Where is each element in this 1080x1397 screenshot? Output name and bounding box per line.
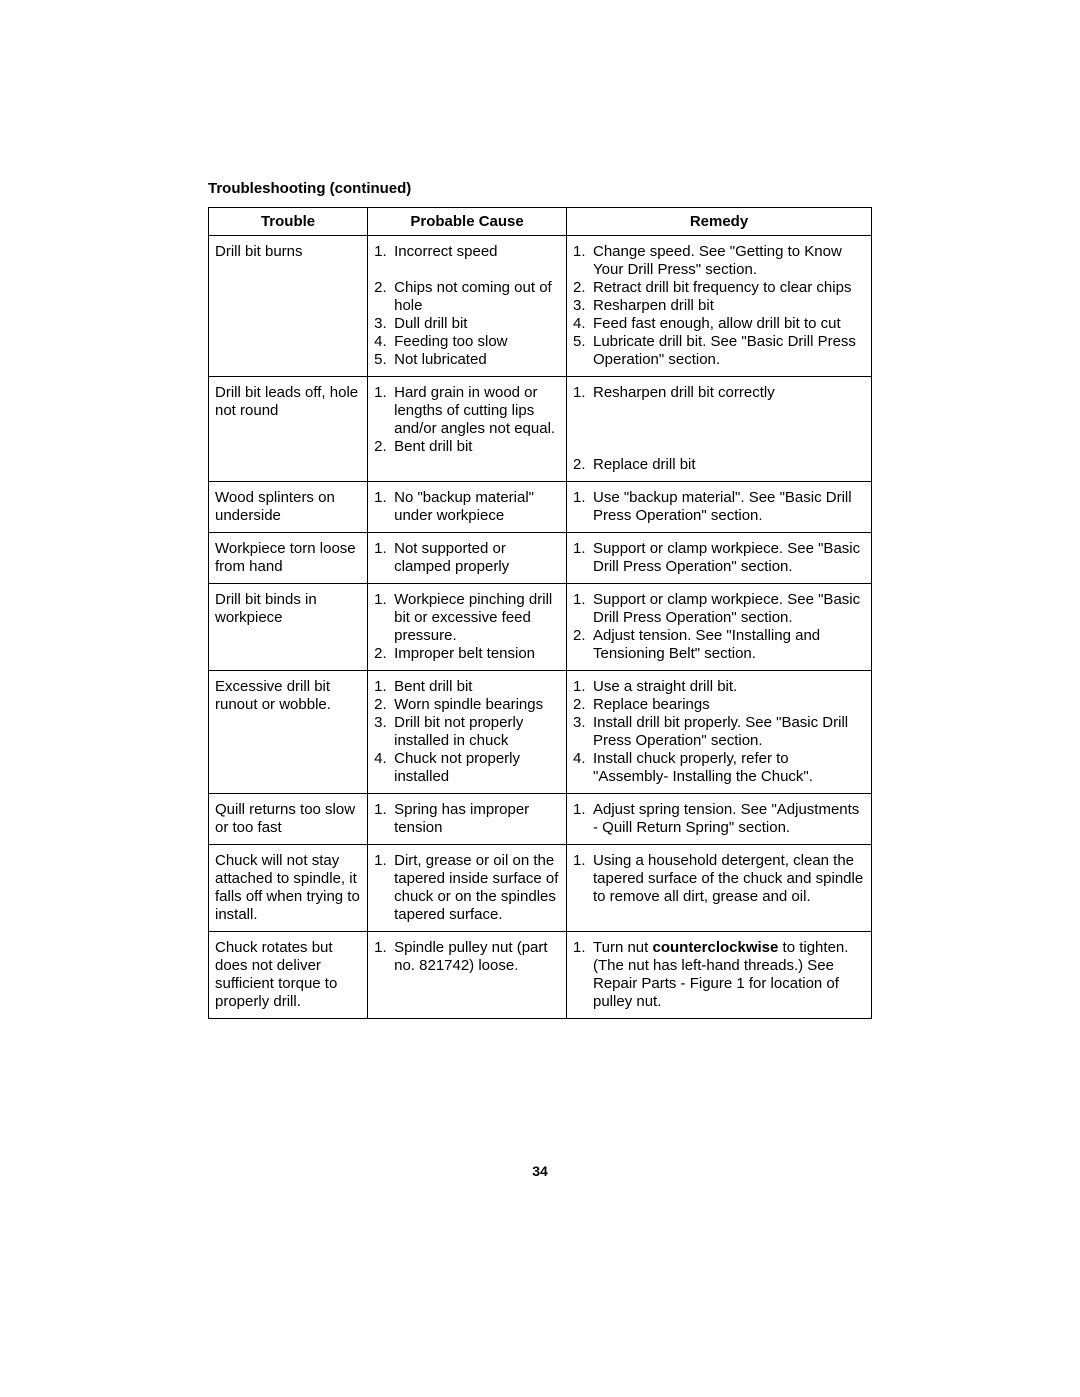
- remedy-cell: Use "backup material". See "Basic Drill …: [567, 482, 872, 533]
- cause-item: Dirt, grease or oil on the tapered insid…: [374, 852, 562, 924]
- cause-item: Drill bit not properly installed in chuc…: [374, 714, 562, 750]
- remedy-item: Adjust spring tension. See "Adjustments …: [573, 801, 867, 837]
- table-row: Chuck rotates but does not deliver suffi…: [209, 932, 872, 1019]
- cause-item: Dull drill bit: [374, 315, 562, 333]
- remedy-item: Resharpen drill bit: [573, 297, 867, 315]
- table-row: Wood splinters on undersideNo "backup ma…: [209, 482, 872, 533]
- remedy-cell: Turn nut counterclockwise to tighten. (T…: [567, 932, 872, 1019]
- table-row: Quill returns too slow or too fastSpring…: [209, 794, 872, 845]
- cause-item: Workpiece pinching drill bit or excessiv…: [374, 591, 562, 645]
- table-row: Drill bit binds in workpieceWorkpiece pi…: [209, 584, 872, 671]
- header-remedy: Remedy: [567, 208, 872, 236]
- table-row: Drill bit leads off, hole not roundHard …: [209, 377, 872, 482]
- remedy-item: Install chuck properly, refer to "Assemb…: [573, 750, 867, 786]
- remedy-item: Turn nut counterclockwise to tighten. (T…: [573, 939, 867, 1011]
- cause-item: Improper belt tension: [374, 645, 562, 663]
- cause-cell: Not supported or clamped properly: [368, 533, 567, 584]
- cause-item: No "backup material" under workpiece: [374, 489, 562, 525]
- trouble-cell: Chuck rotates but does not deliver suffi…: [209, 932, 368, 1019]
- remedy-cell: Adjust spring tension. See "Adjustments …: [567, 794, 872, 845]
- header-cause: Probable Cause: [368, 208, 567, 236]
- remedy-item: Lubricate drill bit. See "Basic Drill Pr…: [573, 333, 867, 369]
- cause-cell: Bent drill bitWorn spindle bearingsDrill…: [368, 671, 567, 794]
- remedy-cell: Support or clamp workpiece. See "Basic D…: [567, 584, 872, 671]
- trouble-cell: Quill returns too slow or too fast: [209, 794, 368, 845]
- cause-cell: Spring has improper tension: [368, 794, 567, 845]
- cause-cell: Hard grain in wood or lengths of cutting…: [368, 377, 567, 482]
- remedy-item: Support or clamp workpiece. See "Basic D…: [573, 591, 867, 627]
- remedy-item: Install drill bit properly. See "Basic D…: [573, 714, 867, 750]
- remedy-item: Change speed. See "Getting to Know Your …: [573, 243, 867, 279]
- cause-item: Hard grain in wood or lengths of cutting…: [374, 384, 562, 438]
- cause-item: Bent drill bit: [374, 678, 562, 696]
- table-row: Chuck will not stay attached to spindle,…: [209, 845, 872, 932]
- cause-item: Spindle pulley nut (part no. 821742) loo…: [374, 939, 562, 975]
- cause-cell: Spindle pulley nut (part no. 821742) loo…: [368, 932, 567, 1019]
- table-row: Drill bit burns Incorrect speed Chips not …: [209, 236, 872, 377]
- troubleshooting-table: Trouble Probable Cause Remedy Drill bit …: [208, 207, 872, 1019]
- remedy-cell: Change speed. See "Getting to Know Your …: [567, 236, 872, 377]
- cause-item: Spring has improper tension: [374, 801, 562, 837]
- trouble-cell: Workpiece torn loose from hand: [209, 533, 368, 584]
- remedy-item: Use a straight drill bit.: [573, 678, 867, 696]
- trouble-cell: Wood splinters on underside: [209, 482, 368, 533]
- cause-cell: Dirt, grease or oil on the tapered insid…: [368, 845, 567, 932]
- remedy-item: Adjust tension. See "Installing and Tens…: [573, 627, 867, 663]
- section-title: Troubleshooting (continued): [208, 180, 872, 197]
- trouble-cell: Drill bit leads off, hole not round: [209, 377, 368, 482]
- trouble-cell: Drill bit burns: [209, 236, 368, 377]
- remedy-cell: Use a straight drill bit.Replace bearing…: [567, 671, 872, 794]
- cause-item: Chuck not properly installed: [374, 750, 562, 786]
- cause-item: Worn spindle bearings: [374, 696, 562, 714]
- trouble-cell: Chuck will not stay attached to spindle,…: [209, 845, 368, 932]
- trouble-cell: Drill bit binds in workpiece: [209, 584, 368, 671]
- remedy-item: Use "backup material". See "Basic Drill …: [573, 489, 867, 525]
- cause-cell: Incorrect speed Chips not coming out of h…: [368, 236, 567, 377]
- remedy-cell: Using a household detergent, clean the t…: [567, 845, 872, 932]
- header-trouble: Trouble: [209, 208, 368, 236]
- cause-cell: No "backup material" under workpiece: [368, 482, 567, 533]
- remedy-item: Retract drill bit frequency to clear chi…: [573, 279, 867, 297]
- cause-cell: Workpiece pinching drill bit or excessiv…: [368, 584, 567, 671]
- cause-item: Chips not coming out of hole: [374, 279, 562, 315]
- remedy-item: Replace bearings: [573, 696, 867, 714]
- cause-item: Not supported or clamped properly: [374, 540, 562, 576]
- cause-item: Bent drill bit: [374, 438, 562, 456]
- table-row: Excessive drill bit runout or wobble.Ben…: [209, 671, 872, 794]
- page-number: 34: [0, 1163, 1080, 1179]
- table-header-row: Trouble Probable Cause Remedy: [209, 208, 872, 236]
- remedy-item: Replace drill bit: [573, 456, 867, 474]
- remedy-item: Support or clamp workpiece. See "Basic D…: [573, 540, 867, 576]
- table-row: Workpiece torn loose from handNot suppor…: [209, 533, 872, 584]
- cause-item: Incorrect speed: [374, 243, 562, 261]
- remedy-cell: Resharpen drill bit correctly Replace dri…: [567, 377, 872, 482]
- remedy-cell: Support or clamp workpiece. See "Basic D…: [567, 533, 872, 584]
- cause-item: Feeding too slow: [374, 333, 562, 351]
- cause-item: Not lubricated: [374, 351, 562, 369]
- remedy-item: Resharpen drill bit correctly: [573, 384, 867, 402]
- trouble-cell: Excessive drill bit runout or wobble.: [209, 671, 368, 794]
- remedy-item: Feed fast enough, allow drill bit to cut: [573, 315, 867, 333]
- remedy-item: Using a household detergent, clean the t…: [573, 852, 867, 906]
